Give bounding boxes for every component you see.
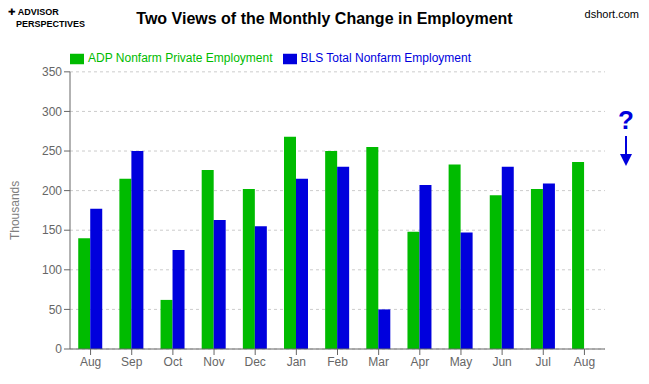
- html-text:✚ ADVISOR: ✚ ADVISOR: [8, 7, 59, 17]
- svg-text:Sep: Sep: [121, 355, 143, 369]
- svg-text:200: 200: [42, 184, 62, 198]
- svg-text:Mar: Mar: [368, 355, 389, 369]
- svg-text:Jan: Jan: [287, 355, 306, 369]
- svg-text:May: May: [450, 355, 473, 369]
- svg-text:Apr: Apr: [410, 355, 429, 369]
- svg-text:0: 0: [55, 342, 62, 356]
- svg-text:150: 150: [42, 223, 62, 237]
- svg-text:Jun: Jun: [492, 355, 511, 369]
- svg-text:Aug: Aug: [574, 355, 595, 369]
- svg-text:Dec: Dec: [245, 355, 266, 369]
- svg-text:Aug: Aug: [80, 355, 101, 369]
- html-text:dshort.com: dshort.com: [584, 8, 639, 20]
- svg-text:Thousands: Thousands: [8, 181, 22, 240]
- svg-text:Nov: Nov: [203, 355, 224, 369]
- svg-text:100: 100: [42, 263, 62, 277]
- svg-text:350: 350: [42, 65, 62, 79]
- html-text:BLS Total Nonfarm Employment: BLS Total Nonfarm Employment: [300, 51, 471, 65]
- svg-text:250: 250: [42, 144, 62, 158]
- svg-text:Oct: Oct: [164, 355, 183, 369]
- svg-text:300: 300: [42, 105, 62, 119]
- html-text:PERSPECTIVES: PERSPECTIVES: [16, 19, 85, 29]
- svg-text:50: 50: [49, 303, 63, 317]
- html-text:Two Views of the Monthly Chang: Two Views of the Monthly Change in Emplo…: [136, 10, 513, 27]
- svg-text:Feb: Feb: [327, 355, 348, 369]
- html-text:ADP Nonfarm Private Employment: ADP Nonfarm Private Employment: [88, 51, 273, 65]
- svg-text:Jul: Jul: [536, 355, 551, 369]
